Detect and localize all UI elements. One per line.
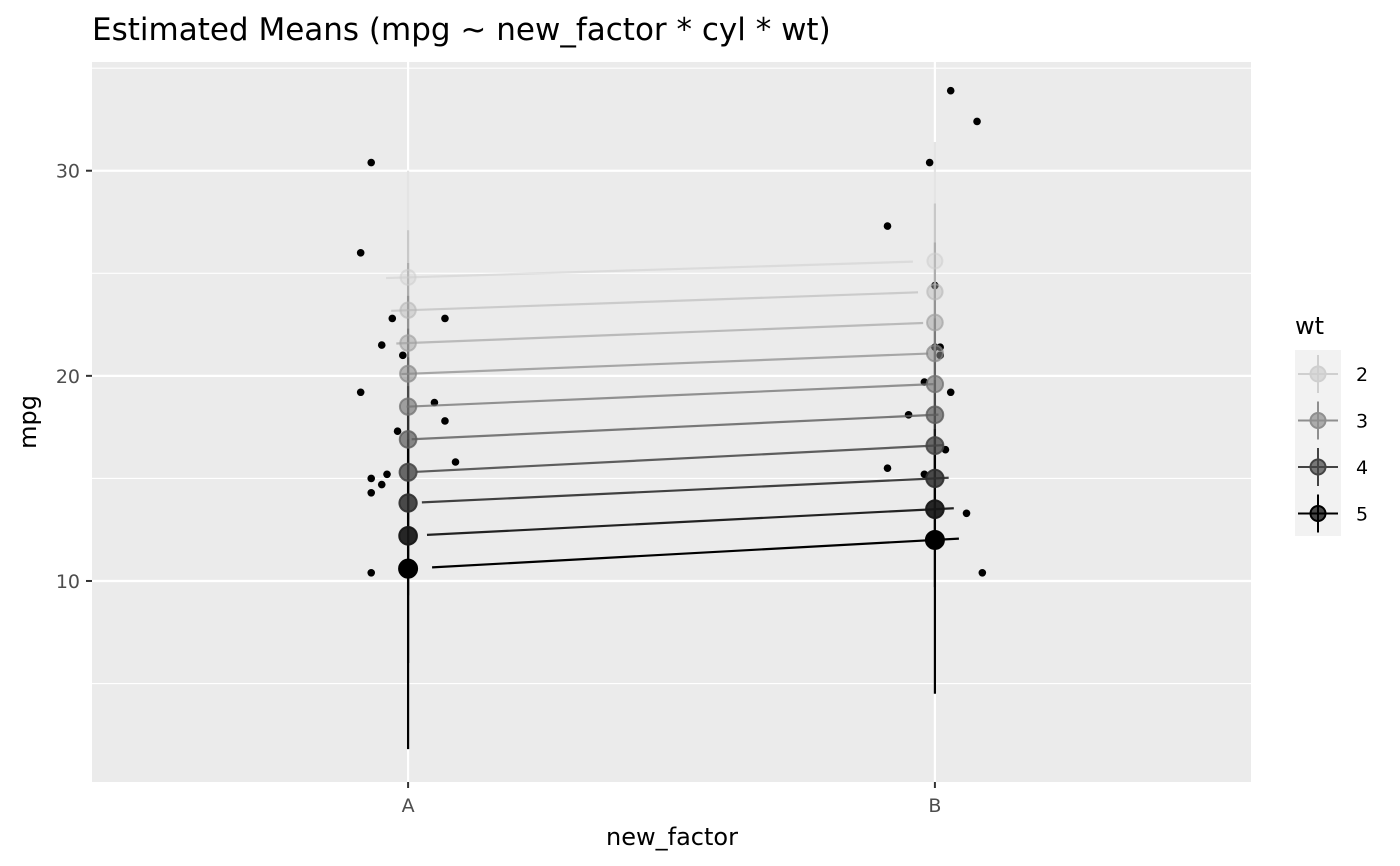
x-tick-label: A	[402, 795, 415, 817]
observation-point	[946, 388, 955, 397]
legend: wt 2 3 4 5	[1295, 312, 1368, 536]
legend-key-point	[1309, 458, 1327, 476]
estimated-mean-point	[398, 493, 418, 513]
estimated-mean-point	[925, 468, 945, 489]
y-axis-title: mpg	[14, 395, 42, 449]
y-tick-label: 10	[56, 571, 80, 593]
observation-point	[399, 351, 407, 360]
observation-point	[946, 86, 955, 95]
estimated-mean-point	[398, 397, 418, 416]
x-tick-label: B	[928, 795, 941, 817]
y-tick-label: 20	[56, 366, 80, 388]
observation-point	[383, 470, 391, 479]
observation-point	[393, 427, 402, 436]
estimated-mean-points	[398, 252, 945, 579]
estimate-line	[432, 537, 959, 569]
estimated-mean-point	[399, 268, 417, 286]
observation-point	[388, 314, 397, 323]
estimate-line	[386, 260, 913, 280]
legend-label: 4	[1356, 457, 1368, 479]
legend-key-point	[1309, 505, 1327, 522]
estimated-mean-point	[925, 436, 945, 456]
observation-point	[441, 417, 449, 425]
observation-point	[883, 464, 892, 472]
estimate-line	[421, 476, 949, 504]
observation-point	[367, 474, 376, 483]
estimate-line	[411, 413, 939, 441]
plot-panel	[92, 62, 1251, 782]
estimated-mean-point	[925, 344, 944, 363]
estimate-line	[406, 383, 934, 408]
estimated-mean-point	[926, 283, 944, 301]
estimate-line	[426, 507, 954, 536]
estimated-mean-point	[925, 374, 945, 394]
estimated-mean-point	[924, 529, 945, 550]
estimated-mean-point	[399, 334, 417, 352]
chart-title: Estimated Means (mpg ~ new_factor * cyl …	[92, 12, 831, 48]
estimated-mean-point	[398, 526, 418, 546]
estimate-line	[396, 321, 924, 345]
estimate-line	[391, 291, 919, 312]
estimate-line	[401, 352, 929, 376]
estimate-lines	[386, 260, 959, 569]
observation-point	[904, 411, 913, 419]
observation-point	[356, 388, 365, 397]
observation-point	[367, 488, 376, 497]
observation-point	[367, 158, 376, 167]
estimated-mean-point	[926, 252, 944, 270]
legend-label: 2	[1356, 364, 1368, 386]
observation-point	[377, 480, 386, 489]
observation-point	[451, 458, 460, 466]
legend-key-point	[1309, 412, 1327, 429]
estimated-mean-point	[925, 405, 945, 425]
estimated-mean-point	[925, 499, 945, 520]
estimated-mean-point	[399, 301, 417, 319]
observation-point	[377, 341, 386, 349]
y-tick-label: 30	[56, 161, 80, 183]
x-axis-title: new_factor	[606, 823, 738, 851]
observation-point	[962, 509, 971, 518]
y-axis: 10 20 30	[56, 161, 92, 593]
legend-title: wt	[1295, 312, 1324, 340]
observation-point	[441, 314, 449, 323]
estimated-mean-point	[399, 364, 418, 383]
legend-key-point	[1309, 365, 1327, 383]
estimated-mean-point	[398, 462, 418, 482]
estimated-mean-point	[398, 558, 419, 579]
observation-point	[883, 222, 892, 230]
estimated-mean-point	[398, 430, 418, 449]
estimate-line	[416, 444, 944, 473]
observation-point	[925, 158, 934, 167]
legend-label: 5	[1356, 504, 1368, 526]
observation-point	[356, 248, 365, 257]
legend-label: 3	[1356, 411, 1368, 433]
observation-point	[978, 568, 987, 577]
estimated-mean-point	[926, 313, 944, 332]
observation-point	[973, 117, 981, 126]
observation-point	[367, 568, 376, 577]
